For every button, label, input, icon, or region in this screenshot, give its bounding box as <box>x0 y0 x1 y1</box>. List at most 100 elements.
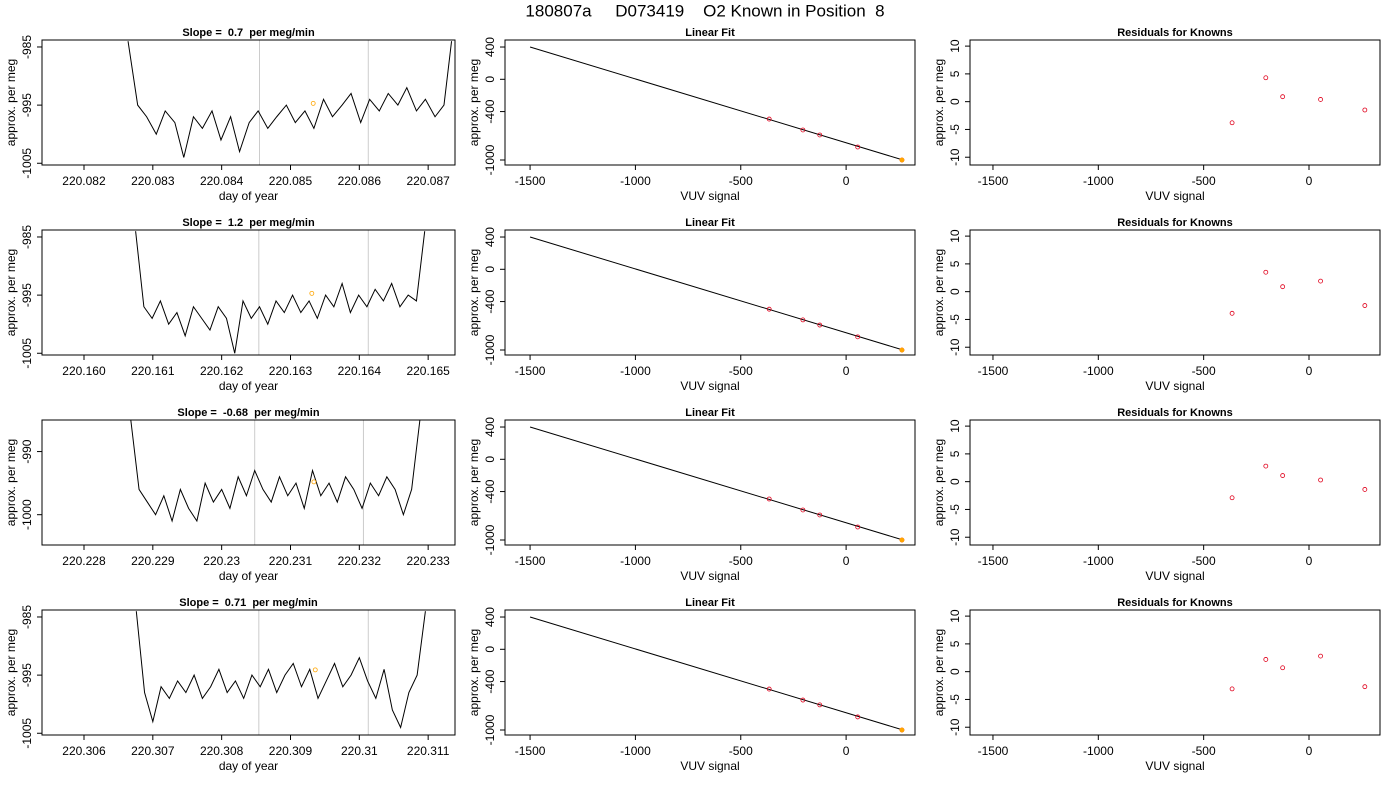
x-tick-label: -1000 <box>1083 744 1114 758</box>
x-tick-label: -500 <box>729 364 753 378</box>
x-tick-label: 220.233 <box>406 554 450 568</box>
data-point <box>1362 107 1368 113</box>
x-tick-label: 220.161 <box>131 364 175 378</box>
x-tick-label: 220.31 <box>341 744 378 758</box>
data-point <box>1229 495 1235 501</box>
x-tick-label: 220.086 <box>338 174 382 188</box>
y-tick-label: -1000 <box>483 714 497 745</box>
x-tick-label: 220.306 <box>62 744 106 758</box>
y-tick-label: 400 <box>483 227 497 247</box>
x-tick-label: 220.082 <box>62 174 106 188</box>
data-point <box>1318 477 1323 483</box>
panel-title: Slope = 0.7 per meg/min <box>182 27 315 39</box>
x-tick-label: 0 <box>843 364 850 378</box>
y-tick-label: -995 <box>20 93 34 117</box>
data-point <box>1263 463 1269 469</box>
y-tick-label: -5 <box>948 314 962 325</box>
data-point <box>766 306 772 312</box>
highlight-point <box>899 727 905 733</box>
plot-area <box>127 40 453 165</box>
x-tick-label: 0 <box>843 744 850 758</box>
x-tick-label: -1000 <box>620 364 651 378</box>
y-axis-label: approx. per meg <box>4 249 18 336</box>
x-tick-label: 220.232 <box>338 554 382 568</box>
data-point <box>800 317 806 323</box>
x-tick-label: 0 <box>1306 554 1313 568</box>
x-tick-label: -500 <box>729 554 753 568</box>
x-tick-label: -1500 <box>978 744 1009 758</box>
x-axis-label: VUV signal <box>1145 379 1204 393</box>
x-tick-label: 0 <box>1306 364 1313 378</box>
plot-frame <box>969 229 1381 356</box>
x-tick-label: 220.163 <box>269 364 313 378</box>
data-point <box>855 144 861 150</box>
data-point <box>1280 284 1286 290</box>
x-tick-label: 0 <box>1306 174 1313 188</box>
y-axis-label: approx. per meg <box>932 439 946 526</box>
x-tick-label: 220.162 <box>200 364 244 378</box>
data-line <box>127 41 453 158</box>
data-point <box>817 322 823 328</box>
panel-title: Linear Fit <box>685 217 735 229</box>
y-tick-label: -995 <box>20 663 34 687</box>
plot-frame <box>41 609 456 736</box>
x-tick-label: -1500 <box>978 174 1009 188</box>
data-point <box>1263 657 1269 662</box>
y-tick-label: 400 <box>483 37 497 57</box>
x-axis-label: VUV signal <box>680 379 739 393</box>
y-tick-label: 5 <box>948 640 962 647</box>
data-point <box>1318 653 1323 659</box>
x-tick-label: 220.23 <box>203 554 240 568</box>
plot-frame <box>504 419 916 546</box>
y-axis-label: approx. per meg <box>4 439 18 526</box>
y-tick-label: 0 <box>948 98 962 105</box>
y-tick-label: -5 <box>948 694 962 705</box>
x-tick-label: -1500 <box>515 174 546 188</box>
plot-area <box>529 616 905 733</box>
y-tick-label: 5 <box>948 450 962 457</box>
x-tick-label: 220.165 <box>406 364 450 378</box>
y-tick-label: 10 <box>948 39 962 53</box>
y-axis-label: approx. per meg <box>467 629 481 716</box>
x-tick-label: -1000 <box>1083 554 1114 568</box>
x-tick-label: -1000 <box>1083 174 1114 188</box>
plot-area <box>1229 463 1368 501</box>
x-tick-label: 220.311 <box>407 744 450 758</box>
x-tick-label: 220.085 <box>269 174 313 188</box>
y-tick-label: 0 <box>483 76 497 83</box>
y-tick-label: 0 <box>948 478 962 485</box>
x-axis-label: day of year <box>219 569 278 583</box>
x-tick-label: 220.083 <box>131 174 175 188</box>
panel-title: Slope = 1.2 per meg/min <box>182 217 315 229</box>
y-tick-label: 5 <box>948 70 962 77</box>
data-point <box>766 496 772 502</box>
highlight-point <box>310 100 316 106</box>
x-tick-label: -500 <box>1192 554 1216 568</box>
y-tick-label: -10 <box>948 718 962 736</box>
x-axis-label: day of year <box>219 189 278 203</box>
x-tick-label: 220.087 <box>406 174 450 188</box>
panel-title: Residuals for Knowns <box>1117 217 1233 229</box>
data-point <box>1362 684 1368 690</box>
x-tick-label: 220.309 <box>269 744 313 758</box>
x-tick-label: -1500 <box>515 364 546 378</box>
x-tick-label: -1000 <box>620 744 651 758</box>
x-axis-label: VUV signal <box>1145 759 1204 773</box>
y-tick-label: -400 <box>483 479 497 503</box>
data-point <box>766 686 772 692</box>
y-tick-label: 0 <box>483 456 497 463</box>
y-tick-label: 5 <box>948 260 962 267</box>
x-tick-label: 0 <box>843 554 850 568</box>
x-tick-label: -500 <box>1192 364 1216 378</box>
y-tick-label: -400 <box>483 99 497 123</box>
plot-area <box>529 236 905 353</box>
data-point <box>800 127 806 133</box>
panel-title: Linear Fit <box>685 27 735 39</box>
plot-area <box>1229 75 1368 126</box>
y-tick-label: -400 <box>483 289 497 313</box>
y-axis-label: approx. per meg <box>932 629 946 716</box>
plot-frame <box>504 39 916 166</box>
y-tick-label: 10 <box>948 419 962 433</box>
data-point <box>855 524 861 530</box>
y-tick-label: -1005 <box>20 148 34 179</box>
